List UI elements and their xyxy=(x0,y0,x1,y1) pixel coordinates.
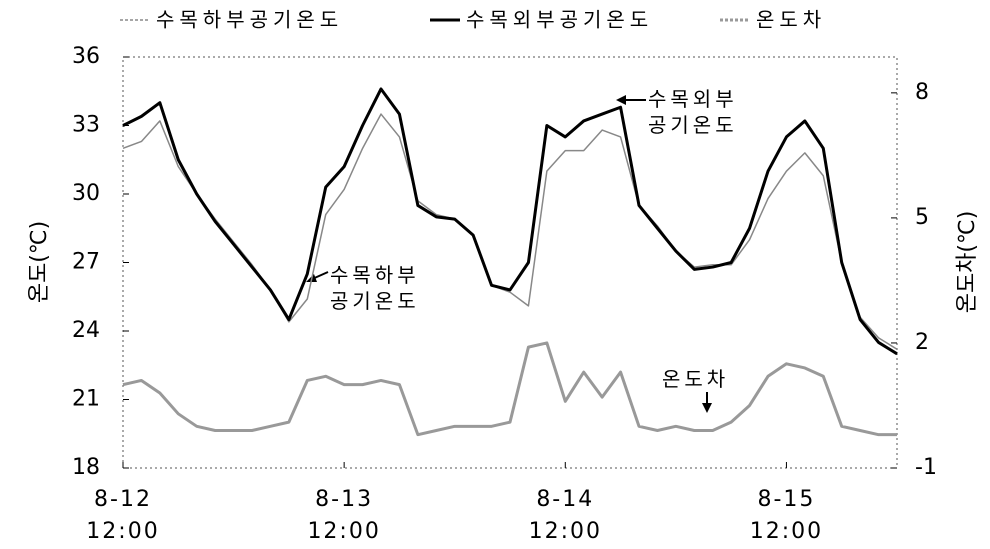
legend-label: 수목하부공기온도 xyxy=(156,8,343,32)
y-axis-label: 온도(℃) xyxy=(27,221,52,303)
x-tick-label: 8-14 12:00 xyxy=(528,487,602,544)
y2-tick-label: 5 xyxy=(915,205,929,230)
y-tick-label: 21 xyxy=(72,387,100,412)
annotation: 수목하부 공기온도 xyxy=(330,263,420,313)
y-tick-label: 24 xyxy=(72,318,100,343)
y-tick-label: 36 xyxy=(72,44,100,69)
y-tick-label: 27 xyxy=(72,250,100,275)
x-tick-label: 8-12 12:00 xyxy=(86,487,160,544)
annotation: 수목외부 공기온도 xyxy=(648,87,738,137)
x-tick-label: 8-13 12:00 xyxy=(307,487,381,544)
legend-label: 수목외부공기온도 xyxy=(466,8,653,32)
arrowhead xyxy=(616,95,626,105)
line-series xyxy=(122,341,897,437)
line-series xyxy=(122,87,898,356)
annotation: 온도차 xyxy=(662,367,730,391)
y2-tick-label: 2 xyxy=(915,330,929,355)
x-tick-label: 8-15 12:00 xyxy=(749,487,824,544)
arrowhead xyxy=(702,403,712,413)
y-tick-label: 18 xyxy=(72,455,100,480)
y-tick-label: 30 xyxy=(72,181,100,206)
legend-label: 온도차 xyxy=(756,8,826,32)
plot-frame xyxy=(122,56,898,469)
y2-tick-label: -1 xyxy=(915,455,937,480)
y-tick-label: 33 xyxy=(72,113,100,138)
y2-tick-label: 8 xyxy=(915,80,929,105)
y2-axis-label: 온도차(℃) xyxy=(955,211,980,314)
